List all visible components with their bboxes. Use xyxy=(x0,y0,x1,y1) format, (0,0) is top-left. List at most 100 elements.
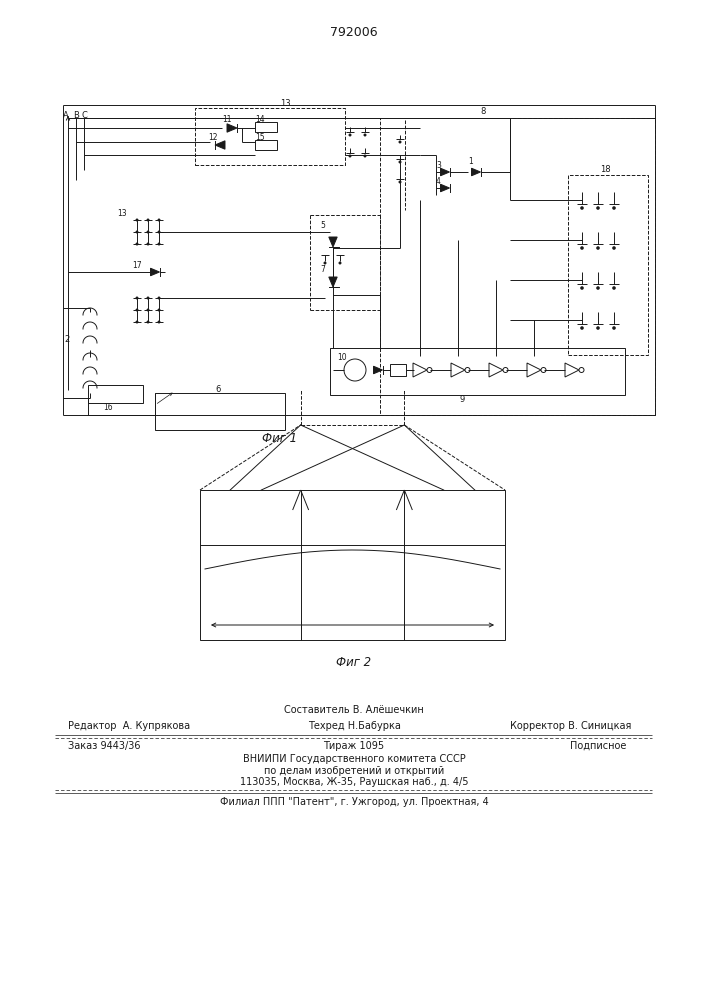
Bar xyxy=(390,364,406,376)
Circle shape xyxy=(146,308,149,312)
Circle shape xyxy=(158,242,160,245)
Circle shape xyxy=(349,154,351,157)
Text: 17: 17 xyxy=(132,260,141,269)
Circle shape xyxy=(612,206,616,210)
Circle shape xyxy=(344,359,366,381)
Circle shape xyxy=(339,261,341,264)
Text: 5: 5 xyxy=(320,222,325,231)
Circle shape xyxy=(399,160,402,163)
Circle shape xyxy=(579,367,584,372)
Circle shape xyxy=(146,219,149,222)
Circle shape xyxy=(596,326,600,330)
Text: Филиал ППП "Патент", г. Ужгород, ул. Проектная, 4: Филиал ППП "Патент", г. Ужгород, ул. Про… xyxy=(220,797,489,807)
Circle shape xyxy=(158,308,160,312)
Text: Техред Н.Бабурка: Техред Н.Бабурка xyxy=(308,721,400,731)
Polygon shape xyxy=(329,237,337,247)
Polygon shape xyxy=(472,168,481,176)
Text: C: C xyxy=(81,110,87,119)
Polygon shape xyxy=(373,366,382,374)
Text: 1: 1 xyxy=(468,157,473,166)
Circle shape xyxy=(503,367,508,372)
Circle shape xyxy=(363,133,366,136)
Polygon shape xyxy=(527,363,541,377)
Bar xyxy=(255,122,277,132)
Bar xyxy=(195,108,345,165)
Circle shape xyxy=(158,320,160,324)
Polygon shape xyxy=(565,363,579,377)
Polygon shape xyxy=(215,141,225,149)
Text: 13: 13 xyxy=(117,209,127,218)
Text: 7: 7 xyxy=(320,265,325,274)
Circle shape xyxy=(580,246,584,250)
Polygon shape xyxy=(151,268,160,276)
Circle shape xyxy=(158,231,160,233)
Circle shape xyxy=(596,246,600,250)
Circle shape xyxy=(596,286,600,290)
Circle shape xyxy=(136,231,139,233)
Text: 16: 16 xyxy=(103,403,112,412)
Circle shape xyxy=(136,242,139,245)
Text: 18: 18 xyxy=(600,165,611,174)
Circle shape xyxy=(580,326,584,330)
Bar xyxy=(200,490,505,640)
Circle shape xyxy=(612,326,616,330)
Bar xyxy=(155,393,285,430)
Circle shape xyxy=(363,154,366,157)
Text: Фиг 2: Фиг 2 xyxy=(337,656,372,668)
Text: Редактор  А. Купрякова: Редактор А. Купрякова xyxy=(68,721,190,731)
Text: 8: 8 xyxy=(480,107,486,116)
Bar xyxy=(380,118,655,415)
Circle shape xyxy=(146,296,149,300)
Text: 4: 4 xyxy=(436,178,441,186)
Text: Составитель В. Алёшечкин: Составитель В. Алёшечкин xyxy=(284,705,424,715)
Circle shape xyxy=(158,219,160,222)
Polygon shape xyxy=(489,363,503,377)
Circle shape xyxy=(580,286,584,290)
Bar xyxy=(88,385,143,403)
Circle shape xyxy=(612,286,616,290)
Text: Подписное: Подписное xyxy=(570,741,626,751)
Circle shape xyxy=(158,296,160,300)
Polygon shape xyxy=(451,363,465,377)
Bar xyxy=(568,175,648,355)
Polygon shape xyxy=(413,363,427,377)
Text: Заказ 9443/36: Заказ 9443/36 xyxy=(68,741,141,751)
Text: 792006: 792006 xyxy=(330,25,378,38)
Text: 9: 9 xyxy=(460,395,465,404)
Text: 3: 3 xyxy=(436,160,441,169)
Circle shape xyxy=(612,246,616,250)
Polygon shape xyxy=(440,168,450,176)
Text: 10: 10 xyxy=(337,354,346,362)
Polygon shape xyxy=(329,277,337,287)
Circle shape xyxy=(136,308,139,312)
Text: 13: 13 xyxy=(280,100,291,108)
Circle shape xyxy=(596,206,600,210)
Text: B: B xyxy=(73,110,79,119)
Text: 113035, Москва, Ж-35, Раушская наб., д. 4/5: 113035, Москва, Ж-35, Раушская наб., д. … xyxy=(240,777,468,787)
Circle shape xyxy=(146,231,149,233)
Text: 14: 14 xyxy=(255,114,264,123)
Circle shape xyxy=(146,320,149,324)
Circle shape xyxy=(580,206,584,210)
Text: 15: 15 xyxy=(255,133,264,142)
Circle shape xyxy=(399,180,402,184)
Text: Корректор В. Синицкая: Корректор В. Синицкая xyxy=(510,721,631,731)
Bar xyxy=(255,140,277,150)
Text: ВНИИПИ Государственного комитета СССР: ВНИИПИ Государственного комитета СССР xyxy=(243,754,465,764)
Circle shape xyxy=(136,296,139,300)
Text: 12: 12 xyxy=(208,133,218,142)
Circle shape xyxy=(136,320,139,324)
Text: A: A xyxy=(63,110,69,119)
Circle shape xyxy=(541,367,546,372)
Text: 11: 11 xyxy=(222,114,231,123)
Text: 2: 2 xyxy=(64,336,69,344)
Circle shape xyxy=(136,219,139,222)
Text: Фиг 1: Фиг 1 xyxy=(262,432,298,444)
Circle shape xyxy=(324,261,327,264)
Text: по делам изобретений и открытий: по делам изобретений и открытий xyxy=(264,766,444,776)
Text: 6: 6 xyxy=(216,385,221,394)
Circle shape xyxy=(399,140,402,143)
Circle shape xyxy=(465,367,470,372)
Polygon shape xyxy=(440,184,450,192)
Bar xyxy=(330,348,625,395)
